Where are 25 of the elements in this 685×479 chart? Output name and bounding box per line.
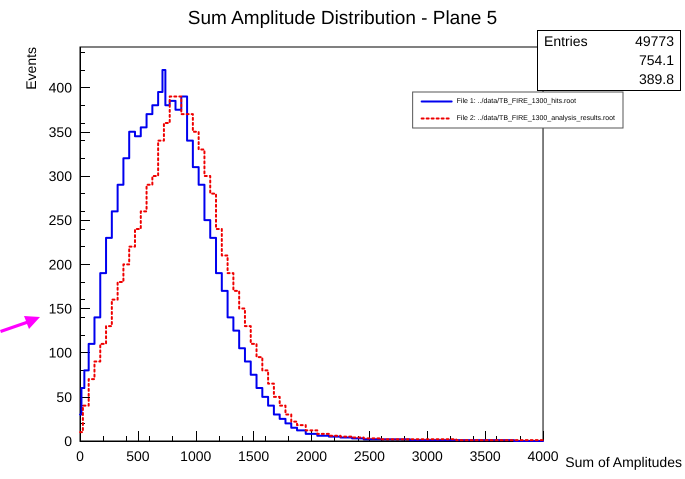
y-tick-label: 250: [48, 212, 72, 228]
x-tick-label: 1500: [238, 448, 270, 464]
x-tick-label: 2500: [354, 448, 386, 464]
x-tick-label: 3000: [412, 448, 444, 464]
y-tick-label: 300: [48, 168, 72, 184]
x-tick-label: 1000: [180, 448, 212, 464]
x-tick-label: 500: [126, 448, 150, 464]
x-axis-title: Sum of Amplitudes: [565, 454, 682, 470]
x-tick-label: 3500: [470, 448, 501, 464]
y-tick-label: 150: [48, 300, 72, 316]
y-tick-label: 50: [56, 388, 72, 405]
y-tick-label: 400: [48, 80, 72, 96]
y-tick-label: 0: [64, 433, 72, 449]
chart-title: Sum Amplitude Distribution - Plane 5: [188, 8, 498, 29]
y-axis-title: Events: [23, 46, 39, 90]
text: 754.1: [638, 51, 674, 70]
text: 389.8: [638, 70, 674, 89]
text: 49773: [635, 32, 674, 51]
x-tick-label: 2000: [296, 448, 328, 464]
y-tick-label: 350: [48, 124, 72, 140]
y-tick-label: 200: [48, 256, 72, 272]
x-tick-label: 4000: [527, 448, 559, 464]
text: Entries: [544, 32, 588, 51]
y-tick-label: 100: [48, 344, 72, 361]
x-tick-label: 0: [76, 448, 84, 464]
